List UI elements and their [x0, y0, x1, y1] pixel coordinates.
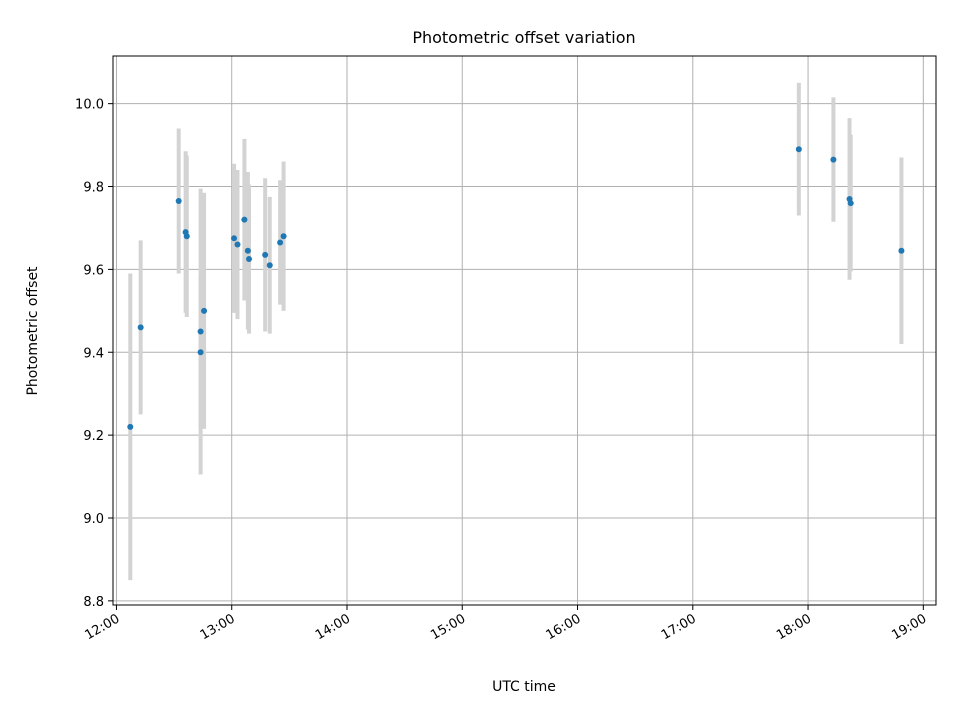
plot-frame — [112, 55, 937, 606]
x-tick-label: 12:00 — [83, 611, 123, 643]
data-point — [244, 247, 251, 254]
y-tick-label: 10.0 — [75, 98, 104, 113]
data-points — [127, 146, 905, 430]
data-point — [898, 247, 905, 254]
x-tick-label: 14:00 — [313, 611, 353, 643]
y-tick-label: 9.2 — [83, 429, 104, 444]
chart-title: Photometric offset variation — [412, 28, 635, 47]
data-point — [231, 235, 238, 242]
data-point — [266, 262, 273, 269]
x-tick-label: 15:00 — [428, 611, 468, 643]
x-tick-label: 16:00 — [544, 611, 584, 643]
data-point — [847, 200, 854, 207]
data-point — [795, 146, 802, 153]
x-tick-label: 18:00 — [774, 611, 814, 643]
error-bars — [128, 82, 904, 581]
data-point — [175, 198, 182, 205]
y-tick-label: 9.4 — [83, 346, 104, 361]
y-tick-label: 9.0 — [83, 512, 104, 527]
data-point — [241, 216, 248, 223]
data-point — [197, 328, 204, 335]
x-axis-label: UTC time — [492, 679, 556, 695]
x-tick-label: 13:00 — [198, 611, 238, 643]
data-point — [127, 423, 134, 430]
x-axis-ticks: 12:00 13:00 14:00 15:00 16:00 17:00 18:00 19:00 — [83, 605, 929, 643]
data-point — [246, 256, 253, 263]
x-tick-label: 19:00 — [889, 611, 929, 643]
y-axis-label: Photometric offset — [25, 266, 41, 396]
grid-lines — [113, 56, 936, 605]
data-point — [830, 156, 837, 163]
y-tick-label: 9.6 — [83, 263, 104, 278]
data-point — [201, 307, 208, 314]
data-point — [277, 239, 284, 246]
y-axis-ticks: 8.8 9.0 9.2 9.4 9.6 9.8 10.0 — [75, 98, 113, 610]
y-tick-label: 9.8 — [83, 181, 104, 196]
y-tick-label: 8.8 — [83, 595, 104, 610]
data-point — [183, 233, 190, 240]
data-point — [262, 251, 269, 258]
x-tick-label: 17:00 — [659, 611, 699, 643]
data-point — [137, 324, 144, 331]
data-point — [234, 241, 241, 248]
data-point — [197, 349, 204, 356]
data-point — [280, 233, 287, 240]
